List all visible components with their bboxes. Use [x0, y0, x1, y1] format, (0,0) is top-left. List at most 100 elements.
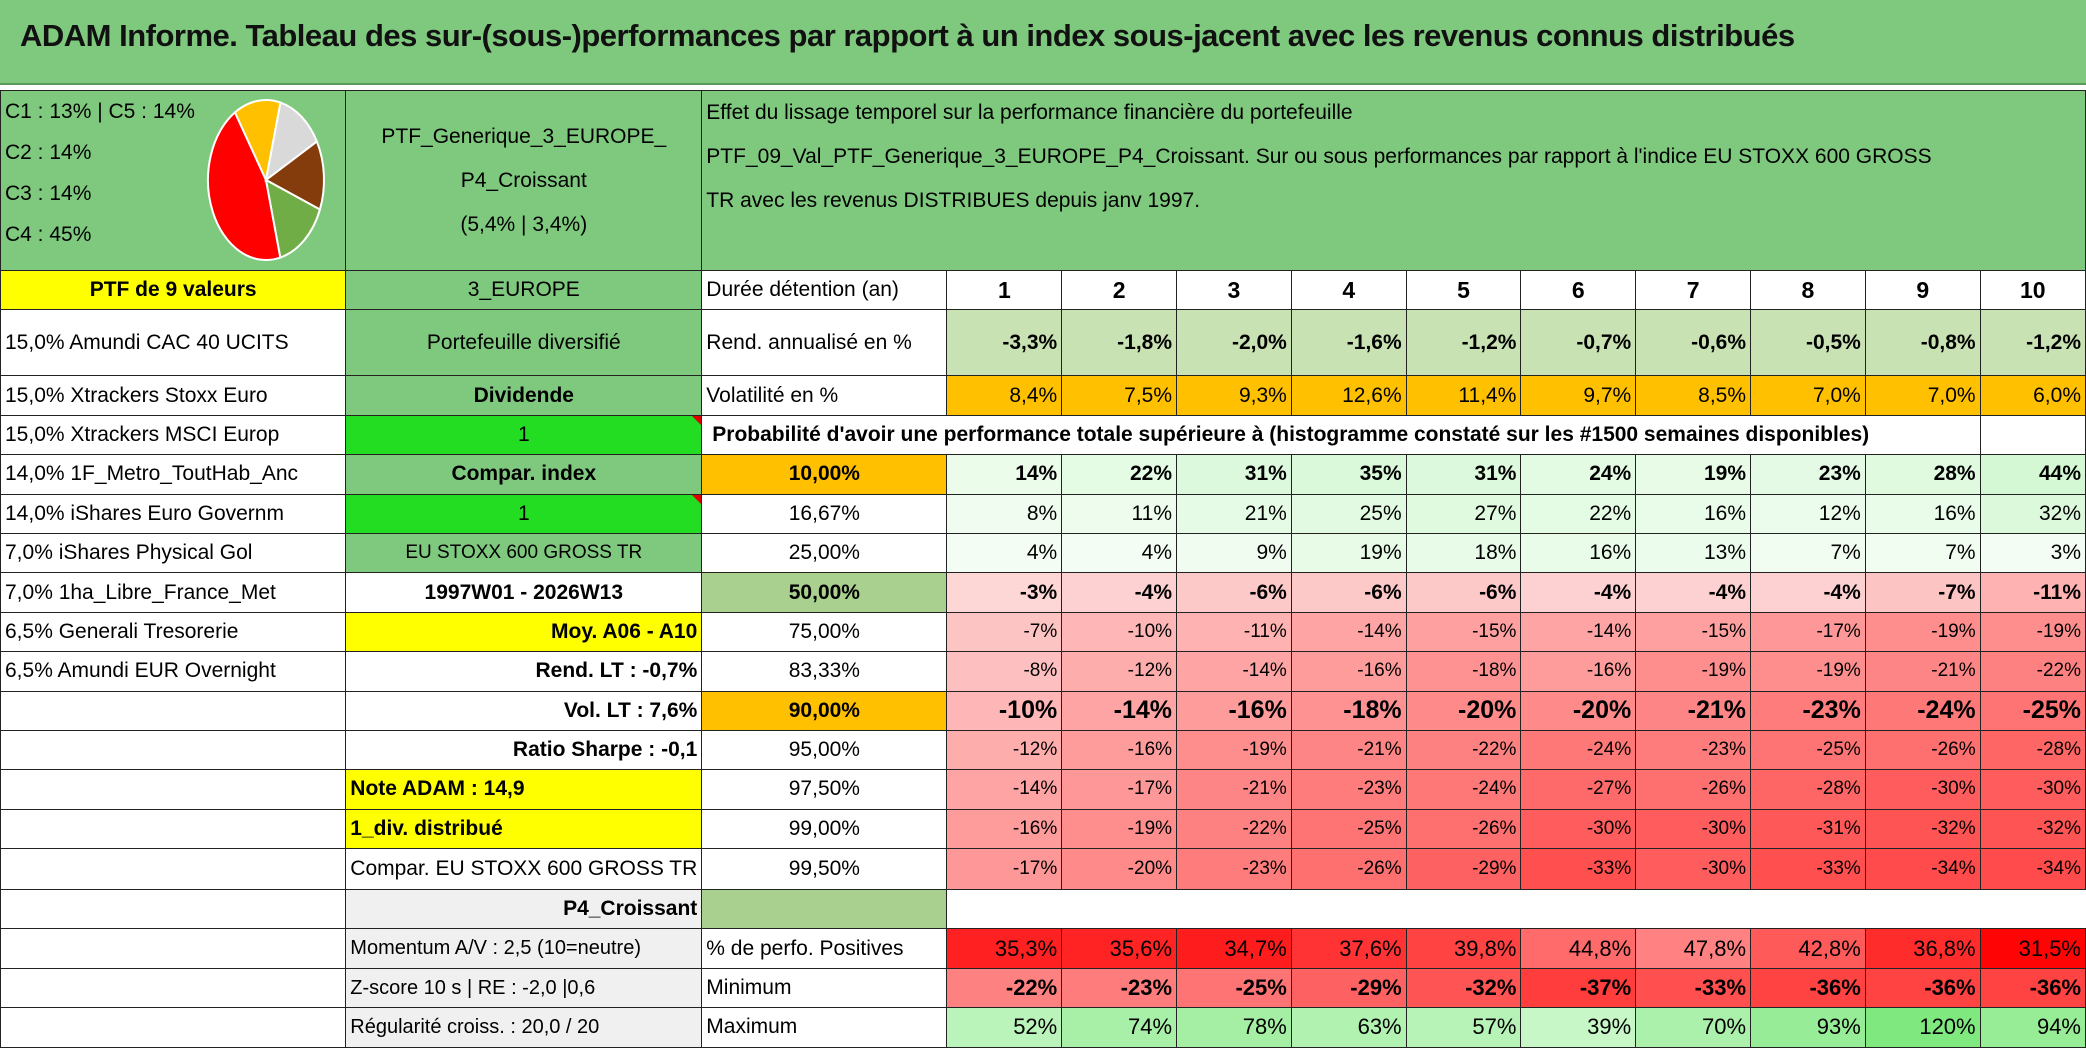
- quantile-value: -22%: [1176, 808, 1292, 850]
- quantile-value: 13%: [1635, 532, 1752, 574]
- maximum-value: 70%: [1635, 1007, 1752, 1048]
- portfolio-count: PTF de 9 valeurs: [0, 269, 347, 311]
- quantile-value: 9%: [1176, 532, 1292, 574]
- quantile-value: -33%: [1750, 848, 1866, 891]
- holding-item: 6,5% Amundi EUR Overnight: [0, 651, 347, 692]
- quantile-value: -17%: [1750, 611, 1866, 653]
- year-header: 2: [1061, 269, 1178, 311]
- quantile-value: -6%: [1290, 572, 1407, 613]
- quantile-value: -4%: [1520, 572, 1637, 613]
- quantile-value: -12%: [1061, 651, 1178, 692]
- portfolio-title-line2: P4_Croissant: [460, 168, 587, 192]
- positive-value: 34,7%: [1176, 928, 1292, 969]
- empty-cell: [0, 729, 347, 771]
- quantile-value: 11%: [1061, 493, 1178, 534]
- long-term-volatility: Vol. LT : 7,6%: [345, 690, 703, 731]
- holding-item: 6,5% Generali Tresorerie: [0, 611, 347, 653]
- quantile-value: -14%: [1176, 651, 1292, 692]
- quantile-value: -28%: [1750, 769, 1866, 810]
- quantile-value: 35%: [1290, 454, 1407, 495]
- quantile-value: 8%: [946, 493, 1063, 534]
- quantile-value: -19%: [1635, 651, 1752, 692]
- pie-legend-item: C2 : 14%: [5, 141, 92, 164]
- quantile-value: -4%: [1635, 572, 1752, 613]
- quantile-value: -25%: [1979, 690, 2086, 731]
- quantile-value: -26%: [1864, 729, 1981, 771]
- quantile-value: -16%: [1520, 651, 1637, 692]
- quantile-value: -30%: [1520, 808, 1637, 850]
- quantile-value: -14%: [946, 769, 1063, 810]
- quantile-value: -19%: [1176, 729, 1292, 771]
- quantile-value: 19%: [1290, 532, 1407, 574]
- vol-value: 9,7%: [1520, 375, 1637, 416]
- pie-slice: [207, 110, 282, 261]
- quantile-label: 75,00%: [701, 611, 948, 653]
- quantile-value: 16%: [1864, 493, 1981, 534]
- description-line2: PTF_09_Val_PTF_Generique_3_EUROPE_P4_Cro…: [706, 145, 1932, 168]
- flag-cell: 1: [345, 414, 703, 456]
- quantile-value: -19%: [1750, 651, 1866, 692]
- quantile-value: 18%: [1405, 532, 1522, 574]
- year-header: 10: [1979, 269, 2086, 311]
- quantile-value: -34%: [1864, 848, 1981, 891]
- quantile-value: -6%: [1405, 572, 1522, 613]
- quantile-value: -26%: [1635, 769, 1752, 810]
- quantile-value: -22%: [1979, 651, 2086, 692]
- maximum-value: 52%: [946, 1007, 1063, 1048]
- rend-value: -1,2%: [1979, 309, 2086, 377]
- positive-value: 47,8%: [1635, 928, 1752, 969]
- pie-legend-item: C4 : 45%: [5, 223, 92, 246]
- minimum-value: -36%: [1750, 967, 1866, 1009]
- holding-item: 15,0% Amundi CAC 40 UCITS: [0, 309, 347, 377]
- description-line3: TR avec les revenus DISTRIBUES depuis ja…: [706, 189, 1201, 212]
- quantile-value: -14%: [1290, 611, 1407, 653]
- rend-value: -3,3%: [946, 309, 1063, 377]
- quantile-value: 23%: [1750, 454, 1866, 495]
- sharpe-ratio: Ratio Sharpe : -0,1: [345, 729, 703, 771]
- quantile-value: 3%: [1979, 532, 2086, 574]
- year-header: 4: [1290, 269, 1407, 311]
- maximum-value: 78%: [1176, 1007, 1292, 1048]
- pie-slice: [264, 139, 326, 212]
- quantile-value: -4%: [1750, 572, 1866, 613]
- description-line1: Effet du lissage temporel sur la perform…: [706, 101, 1353, 124]
- minimum-value: -22%: [946, 967, 1063, 1009]
- vol-value: 8,5%: [1635, 375, 1752, 416]
- quantile-value: 19%: [1635, 454, 1752, 495]
- comparison-label: Compar. EU STOXX 600 GROSS TR: [345, 848, 703, 891]
- quantile-value: -25%: [1750, 729, 1866, 771]
- quantile-value: -29%: [1405, 848, 1522, 891]
- quantile-value: -30%: [1979, 769, 2086, 810]
- minimum-value: -29%: [1290, 967, 1407, 1009]
- quantile-value: -23%: [1176, 848, 1292, 891]
- quantile-value: -17%: [946, 848, 1063, 891]
- quantile-value: -21%: [1176, 769, 1292, 810]
- quantile-value: 44%: [1979, 454, 2086, 495]
- minimum-value: -36%: [1864, 967, 1981, 1009]
- quantile-label: 90,00%: [701, 690, 948, 731]
- quantile-value: -30%: [1864, 769, 1981, 810]
- portfolio-title-line3: (5,4% | 3,4%): [460, 212, 588, 236]
- minimum-value: -33%: [1635, 967, 1752, 1009]
- quantile-value: -23%: [1750, 690, 1866, 731]
- minimum-label: Minimum: [701, 967, 948, 1009]
- quantile-value: -19%: [1864, 611, 1981, 653]
- profile-label: P4_Croissant: [345, 889, 703, 930]
- quantile-value: -25%: [1290, 808, 1407, 850]
- empty-cell: [0, 690, 347, 731]
- year-header: 5: [1405, 269, 1522, 311]
- rend-value: -0,7%: [1520, 309, 1637, 377]
- page-title: ADAM Informe. Tableau des sur-(sous-)per…: [20, 18, 1795, 53]
- quantile-value: -26%: [1405, 808, 1522, 850]
- quantile-value: -18%: [1405, 651, 1522, 692]
- allocation-pie-chart: [207, 99, 326, 261]
- year-header: 6: [1520, 269, 1637, 311]
- year-header: 8: [1750, 269, 1866, 311]
- quantile-value: 28%: [1864, 454, 1981, 495]
- quantile-value: 25%: [1290, 493, 1407, 534]
- quantile-value: 7%: [1864, 532, 1981, 574]
- quantile-value: -23%: [1290, 769, 1407, 810]
- rend-label: Rend. annualisé en %: [701, 309, 948, 377]
- dividend-label: Dividende: [345, 375, 703, 416]
- quantile-value: 4%: [1061, 532, 1178, 574]
